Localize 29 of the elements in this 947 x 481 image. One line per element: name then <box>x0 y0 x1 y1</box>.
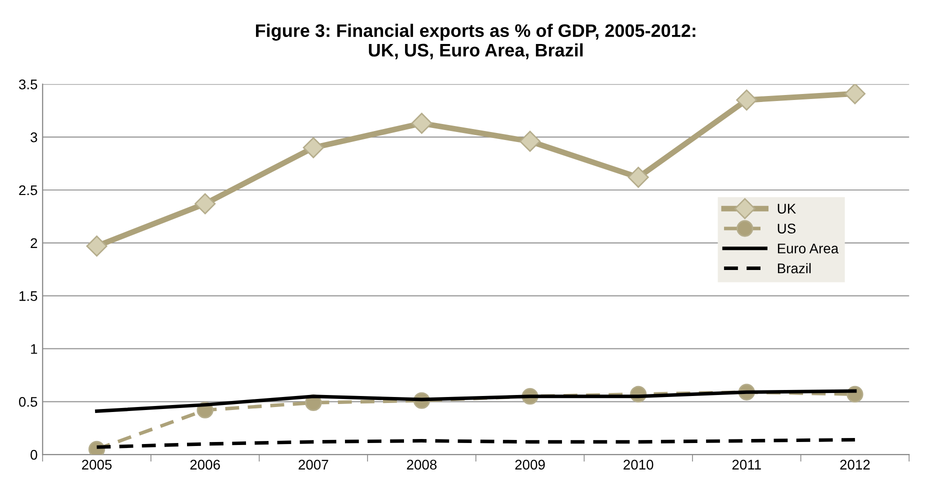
x-tick-label: 2011 <box>732 460 761 470</box>
y-tick-label: 1.5 <box>20 291 38 301</box>
x-tick-label: 2007 <box>298 460 328 470</box>
point <box>736 90 758 111</box>
x-tick-label: 2012 <box>840 460 870 470</box>
point <box>520 130 541 152</box>
x-tick-label: 2009 <box>515 460 545 470</box>
x-tick-label: 2008 <box>406 460 437 470</box>
point <box>411 112 432 134</box>
y-tick-label: 0.5 <box>18 396 38 407</box>
y-tick-label: 3.5 <box>18 80 38 90</box>
point <box>302 137 324 158</box>
point <box>628 166 649 188</box>
chart-title: Figure 3: Financial exports as % of GDP, 2005-2012: UK, US, Euro Area, Brazil <box>256 24 696 60</box>
x-tick-label: 2010 <box>624 460 654 470</box>
legend-label: Brazil <box>778 263 811 274</box>
legend-label: UK <box>778 204 796 214</box>
x-tick-label: 2005 <box>82 460 112 470</box>
y-tick-label: 1 <box>31 344 38 354</box>
y-tick-label: 2 <box>30 238 38 248</box>
point <box>86 236 108 257</box>
y-tick-label: 2.5 <box>19 185 38 196</box>
point <box>844 84 866 104</box>
x-tick-label: 2006 <box>190 460 220 470</box>
legend-label: Euro Area <box>778 244 839 254</box>
legend-label: US <box>778 224 796 234</box>
y-tick-label: 0 <box>30 450 38 460</box>
y-tick-label: 3 <box>30 132 38 142</box>
point <box>194 193 216 214</box>
